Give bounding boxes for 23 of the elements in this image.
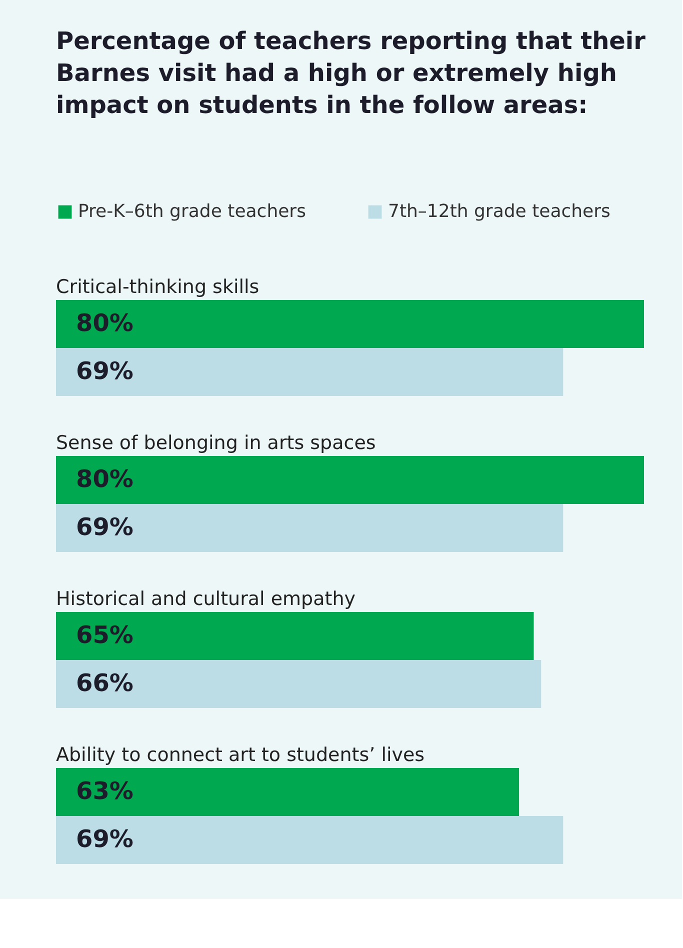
bar <box>56 768 520 816</box>
data-label: 66% <box>76 669 134 697</box>
bar <box>56 660 542 708</box>
legend-label: 7th–12th grade teachers <box>388 201 610 222</box>
bar <box>56 456 644 504</box>
chart-title: Percentage of teachers reporting that their Barnes visit had a high or extremely high impact on students in the follow areas: <box>56 27 646 119</box>
data-label: 65% <box>76 621 134 649</box>
bar <box>56 300 644 348</box>
data-label: 63% <box>76 777 134 805</box>
bar <box>56 504 564 552</box>
data-label: 69% <box>76 513 134 541</box>
bar <box>56 612 534 660</box>
y-tick-label: Sense of belonging in arts spaces <box>56 432 376 454</box>
data-label: 80% <box>76 309 134 337</box>
y-tick-label: Critical-thinking skills <box>56 276 260 298</box>
data-label: 69% <box>76 825 134 853</box>
bar <box>56 816 564 864</box>
legend-label: Pre-K–6th grade teachers <box>78 201 306 222</box>
data-label: 69% <box>76 357 134 385</box>
y-tick-label: Historical and cultural empathy <box>56 588 356 610</box>
data-label: 80% <box>76 465 134 493</box>
bar <box>56 348 564 396</box>
y-tick-label: Ability to connect art to students’ lives <box>56 744 425 766</box>
